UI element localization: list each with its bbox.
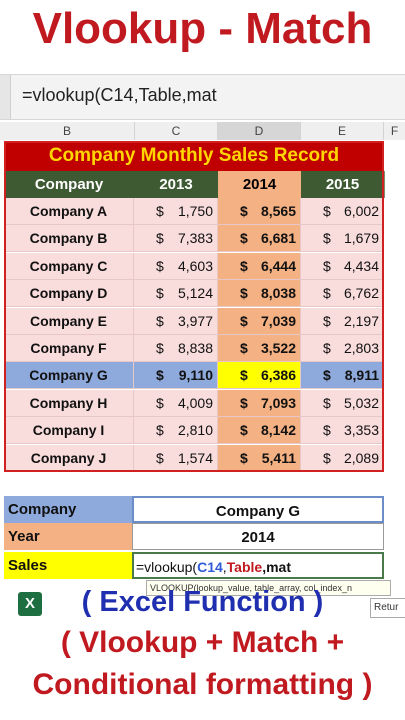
cell-year-2015[interactable]: $6,002: [301, 198, 384, 225]
table-row: Company J $1,574 $5,411 $2,089: [4, 444, 384, 472]
cell-company-name[interactable]: Company C: [4, 252, 134, 280]
column-header-e[interactable]: E: [301, 122, 384, 140]
cell-year-2014[interactable]: $7,093: [218, 389, 301, 417]
cell-year-2015[interactable]: $5,032: [301, 389, 384, 417]
cell-year-2014[interactable]: $6,681: [218, 225, 301, 253]
cell-year-2013[interactable]: $9,110: [134, 362, 218, 390]
lookup-year-value[interactable]: 2014: [132, 523, 384, 550]
table-row: Company E $3,977 $7,039 $2,197: [4, 307, 384, 335]
cell-year-2015[interactable]: $2,803: [301, 335, 384, 362]
cell-year-2013[interactable]: $7,383: [134, 225, 218, 253]
caption-line-1: ( Excel Function ): [81, 586, 324, 618]
table-row: Company G $9,110 $6,386 $8,911: [4, 362, 384, 390]
cell-year-2015[interactable]: $3,353: [301, 417, 384, 445]
table-row: Company C $4,603 $6,444 $4,434: [4, 252, 384, 280]
formula-bar-edge: [0, 75, 11, 119]
table-title[interactable]: Company Monthly Sales Record: [4, 141, 384, 171]
header-2015[interactable]: 2015: [301, 171, 385, 198]
table-row: Company A $1,750 $8,565 $6,002: [4, 198, 384, 225]
cell-year-2013[interactable]: $4,009: [134, 389, 218, 417]
excel-icon: X: [18, 592, 42, 616]
cell-year-2013[interactable]: $1,574: [134, 444, 218, 472]
caption-line-3: Conditional formatting ): [32, 668, 373, 701]
cell-year-2015[interactable]: $2,197: [301, 307, 384, 335]
cell-year-2013[interactable]: $1,750: [134, 198, 218, 225]
cell-year-2013[interactable]: $3,977: [134, 307, 218, 335]
cell-year-2014[interactable]: $7,039: [218, 307, 301, 335]
cell-year-2015[interactable]: $2,089: [301, 444, 384, 472]
cell-company-name[interactable]: Company J: [4, 444, 134, 472]
lookup-sales-label[interactable]: Sales: [4, 552, 132, 579]
cell-year-2013[interactable]: $4,603: [134, 252, 218, 280]
header-2013[interactable]: 2013: [134, 171, 219, 198]
cell-year-2014[interactable]: $6,386: [218, 362, 301, 390]
cell-company-name[interactable]: Company B: [4, 225, 134, 253]
cell-year-2014[interactable]: $6,444: [218, 252, 301, 280]
lookup-year-label[interactable]: Year: [4, 523, 132, 550]
column-header-f[interactable]: F: [384, 122, 405, 140]
cell-year-2013[interactable]: $5,124: [134, 280, 218, 308]
return-hint: Retur: [370, 598, 405, 618]
table-row: Company D $5,124 $8,038 $6,762: [4, 280, 384, 308]
cell-company-name[interactable]: Company G: [4, 362, 134, 390]
cell-company-name[interactable]: Company H: [4, 389, 134, 417]
column-header-b[interactable]: B: [0, 122, 135, 140]
cell-year-2014[interactable]: $5,411: [218, 444, 301, 472]
cell-company-name[interactable]: Company F: [4, 335, 134, 362]
lookup-company-value[interactable]: Company G: [132, 496, 384, 523]
caption-line-2: ( Vlookup + Match +: [60, 626, 345, 659]
cell-year-2013[interactable]: $8,838: [134, 335, 218, 362]
table-row: Company F $8,838 $3,522 $2,803: [4, 335, 384, 362]
function-tooltip: VLOOKUP(lookup_value, table_array, col_i…: [146, 580, 391, 596]
formula-text[interactable]: =vlookup(C14,Table,mat: [22, 85, 217, 105]
formula-bar[interactable]: =vlookup(C14,Table,mat: [0, 74, 405, 120]
cell-year-2015[interactable]: $4,434: [301, 252, 384, 280]
lookup-company-label[interactable]: Company: [4, 496, 132, 523]
cell-company-name[interactable]: Company I: [4, 417, 134, 445]
cell-year-2015[interactable]: $6,762: [301, 280, 384, 308]
cell-year-2015[interactable]: $1,679: [301, 225, 384, 253]
cell-year-2015[interactable]: $8,911: [301, 362, 384, 390]
page-heading: Vlookup - Match: [32, 4, 373, 53]
cell-company-name[interactable]: Company A: [4, 198, 134, 225]
lookup-sales-formula[interactable]: =vlookup(C14,Table,mat: [132, 552, 384, 579]
cell-year-2014[interactable]: $8,038: [218, 280, 301, 308]
cell-company-name[interactable]: Company D: [4, 280, 134, 308]
header-2014[interactable]: 2014: [218, 171, 302, 198]
cell-year-2014[interactable]: $8,142: [218, 417, 301, 445]
cell-year-2014[interactable]: $3,522: [218, 335, 301, 362]
cell-year-2014[interactable]: $8,565: [218, 198, 301, 225]
table-row: Company B $7,383 $6,681 $1,679: [4, 225, 384, 253]
cell-year-2013[interactable]: $2,810: [134, 417, 218, 445]
table-row: Company I $2,810 $8,142 $3,353: [4, 417, 384, 445]
cell-company-name[interactable]: Company E: [4, 307, 134, 335]
table-row: Company H $4,009 $7,093 $5,032: [4, 389, 384, 417]
header-company[interactable]: Company: [4, 171, 135, 198]
column-header-d[interactable]: D: [218, 122, 301, 140]
column-header-c[interactable]: C: [135, 122, 218, 140]
